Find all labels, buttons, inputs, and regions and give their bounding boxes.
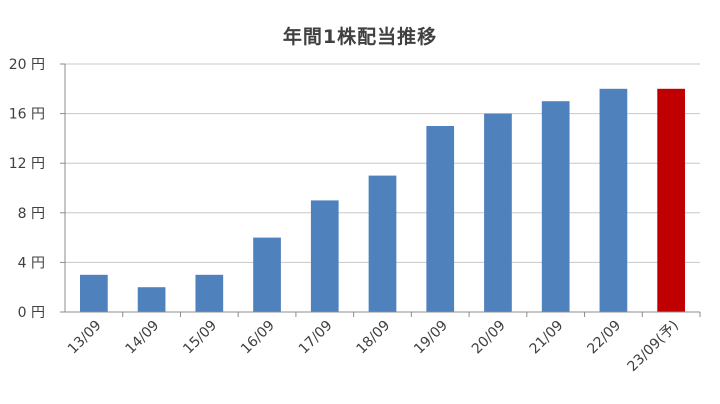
bar-15/09	[195, 274, 224, 312]
x-tick-label: 19/09	[411, 318, 451, 358]
x-tick-labels: 13/09 14/09 15/09 16/09 17/09 18/09 19/09 20/09…	[65, 318, 682, 375]
bars	[80, 88, 685, 312]
x-tick-label: 18/09	[353, 318, 393, 358]
x-tick-label: 23/09(予)	[624, 318, 681, 375]
bar-22/09	[599, 88, 628, 312]
bar-14/09	[137, 287, 166, 312]
y-tick-labels: 0 円 4 円 8 円 12 円 16 円 20 円	[9, 57, 45, 321]
x-tick-label: 22/09	[584, 318, 624, 358]
bar-18/09	[368, 175, 397, 312]
y-tick-label: 16 円	[9, 107, 45, 123]
x-tick-label: 21/09	[527, 318, 567, 358]
x-tick-label: 13/09	[65, 318, 105, 358]
x-tick-label: 17/09	[296, 318, 336, 358]
bar-13/09	[80, 274, 108, 312]
bar-16/09	[253, 237, 281, 312]
bar-19/09	[426, 126, 455, 312]
chart-title: 年間1株配当推移	[282, 26, 438, 48]
bar-20/09	[484, 113, 512, 312]
y-tick-label: 20 円	[9, 57, 45, 73]
bar-23/09(予)	[657, 88, 685, 312]
x-tick-label: 15/09	[180, 318, 220, 358]
y-tick-label: 4 円	[18, 255, 45, 271]
x-tick-label: 14/09	[123, 318, 163, 358]
bar-21/09	[541, 101, 570, 312]
y-tick-label: 0 円	[18, 305, 45, 321]
x-tick-label: 16/09	[238, 318, 278, 358]
bar-17/09	[310, 200, 339, 312]
axes	[64, 64, 700, 313]
y-tick-label: 12 円	[9, 156, 45, 172]
y-tick-label: 8 円	[18, 206, 45, 222]
x-tick-label: 20/09	[469, 318, 509, 358]
